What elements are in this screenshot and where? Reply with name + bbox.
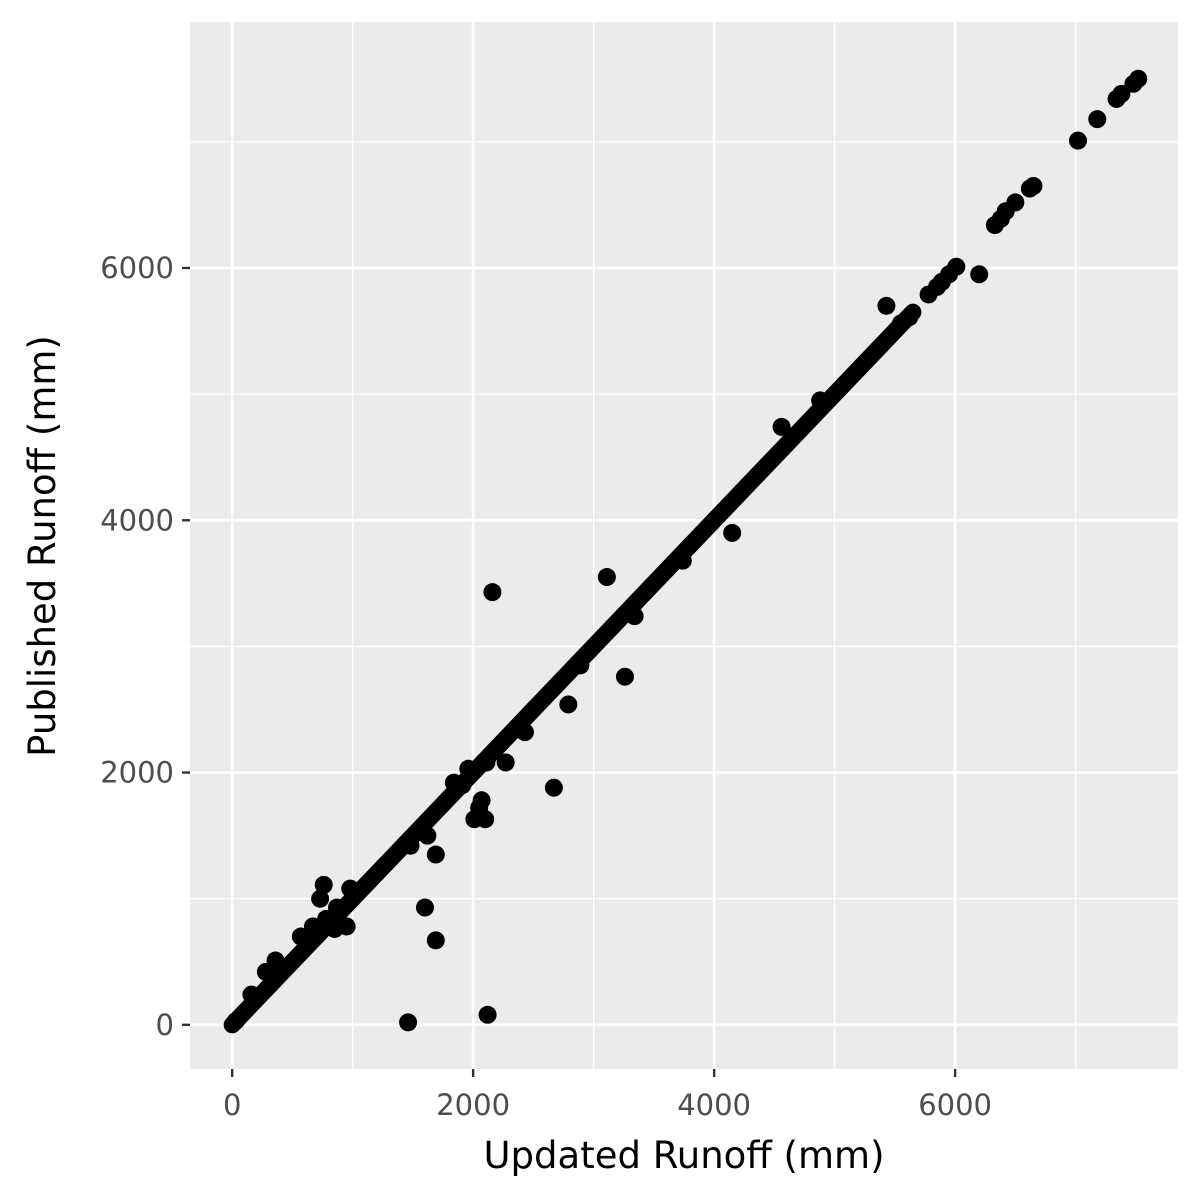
data-point (226, 1012, 245, 1031)
y-axis-title: Published Runoff (mm) (21, 335, 64, 757)
data-point (399, 1013, 418, 1032)
data-point (615, 667, 634, 686)
y-tick-label: 2000 (100, 756, 174, 790)
data-point (477, 753, 496, 772)
data-point (597, 568, 616, 587)
data-point (256, 962, 275, 981)
data-point (242, 985, 261, 1004)
data-point (1068, 131, 1087, 150)
x-tick-label: 4000 (677, 1088, 751, 1122)
data-point (426, 931, 445, 950)
data-point (772, 417, 791, 436)
data-point (496, 753, 515, 772)
data-point (291, 927, 310, 946)
data-point (317, 909, 336, 928)
data-point (465, 810, 484, 829)
data-point (625, 607, 644, 626)
data-point (483, 583, 502, 602)
x-tick-label: 0 (223, 1088, 241, 1122)
data-point (327, 898, 346, 917)
y-tick-label: 0 (156, 1008, 174, 1042)
data-point (891, 314, 910, 333)
data-point (418, 826, 437, 845)
data-point (1124, 74, 1143, 93)
data-point (1088, 110, 1107, 129)
data-point (559, 695, 578, 714)
data-point (1020, 179, 1039, 198)
x-axis-ticks: 0 2000 4000 6000 (223, 1069, 992, 1122)
data-point (426, 845, 445, 864)
data-point (673, 551, 692, 570)
data-point (401, 836, 420, 855)
data-point (341, 879, 360, 898)
major-gridlines (190, 22, 1178, 1069)
y-axis-ticks: 0 2000 4000 6000 (100, 251, 190, 1042)
data-point (811, 391, 830, 410)
data-point (303, 917, 322, 936)
data-points (226, 69, 1148, 1032)
data-point (444, 773, 463, 792)
x-axis-title: Updated Runoff (mm) (483, 1134, 884, 1177)
data-point (985, 216, 1004, 235)
data-point (459, 759, 478, 778)
x-tick-label: 6000 (918, 1088, 992, 1122)
y-tick-label: 6000 (100, 251, 174, 285)
data-point (311, 889, 330, 908)
data-point (415, 898, 434, 917)
y-tick-label: 4000 (100, 503, 174, 537)
data-point (314, 875, 333, 894)
data-point (478, 1005, 497, 1024)
data-point (515, 723, 534, 742)
data-point (544, 778, 563, 797)
data-point (723, 523, 742, 542)
data-point (571, 656, 590, 675)
x-tick-label: 2000 (436, 1088, 510, 1122)
data-point (970, 265, 989, 284)
minor-gridlines (190, 22, 1178, 1069)
data-point (877, 296, 896, 315)
data-point (1107, 89, 1126, 108)
data-point (919, 285, 938, 304)
